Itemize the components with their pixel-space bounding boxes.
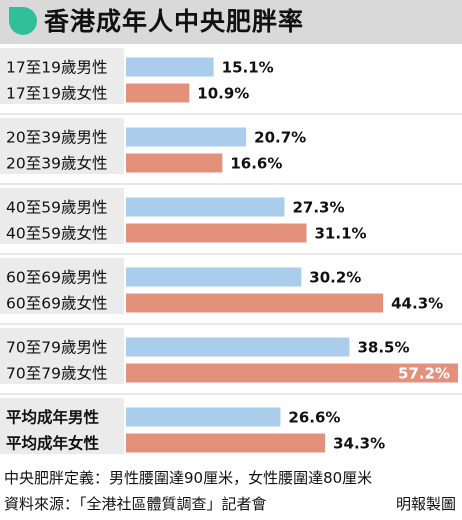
row-label: 17至19歲女性 — [6, 84, 107, 103]
group-label-background — [0, 48, 124, 104]
chart-header: 香港成年人中央肥胖率 — [0, 0, 462, 44]
value-label: 31.1% — [315, 225, 367, 243]
bar-male — [126, 337, 350, 357]
value-label: 27.3% — [292, 199, 344, 217]
value-label: 38.5% — [357, 339, 409, 357]
row-label: 40至59歲女性 — [6, 224, 107, 243]
bar-male — [126, 57, 214, 77]
bar-female — [126, 153, 223, 173]
bar-female — [126, 223, 307, 243]
footnote-source: 資料來源：「全港社區體質調查」記者會 — [4, 495, 267, 513]
bar-female — [126, 293, 384, 313]
value-label: 57.2% — [398, 365, 450, 383]
value-label: 15.1% — [222, 59, 274, 77]
row-label: 17至19歲男性 — [6, 59, 107, 77]
value-label: 10.9% — [197, 85, 249, 103]
bar-female — [126, 363, 458, 383]
group-label-background — [0, 328, 124, 384]
credit-text: 明報製圖 — [395, 495, 456, 513]
row-label: 70至79歲女性 — [6, 364, 107, 383]
bar-male — [126, 407, 281, 427]
row-label: 70至79歲男性 — [6, 339, 107, 357]
row-label: 60至69歲女性 — [6, 294, 107, 313]
row-label: 平均成年女性 — [6, 434, 100, 453]
value-label: 44.3% — [391, 295, 443, 313]
group-label-background — [0, 398, 124, 454]
bar-male — [126, 197, 285, 217]
row-label: 60至69歲男性 — [6, 269, 107, 287]
leaf-icon — [9, 7, 37, 35]
value-label: 20.7% — [254, 129, 306, 147]
bar-female — [126, 83, 190, 103]
row-label: 平均成年男性 — [6, 408, 100, 427]
row-label: 40至59歲男性 — [6, 199, 107, 217]
group-label-background — [0, 188, 124, 244]
footnote-definition: 中央肥胖定義：男性腰圍達90厘米，女性腰圍達80厘米 — [4, 469, 373, 487]
bar-male — [126, 127, 247, 147]
bar-female — [126, 433, 326, 453]
chart-title: 香港成年人中央肥胖率 — [44, 7, 305, 36]
value-label: 26.6% — [288, 409, 340, 427]
value-label: 16.6% — [230, 155, 282, 173]
value-label: 30.2% — [309, 269, 361, 287]
group-label-background — [0, 118, 124, 174]
value-label: 34.3% — [333, 435, 385, 453]
group-label-background — [0, 258, 124, 314]
bar-chart: 17至19歲男性 15.1% 17至19歲女性 10.9% 20至39歲男性 20.7% 2… — [0, 48, 462, 454]
row-label: 20至39歲男性 — [6, 129, 107, 147]
row-label: 20至39歲女性 — [6, 154, 107, 173]
bar-male — [126, 267, 302, 287]
